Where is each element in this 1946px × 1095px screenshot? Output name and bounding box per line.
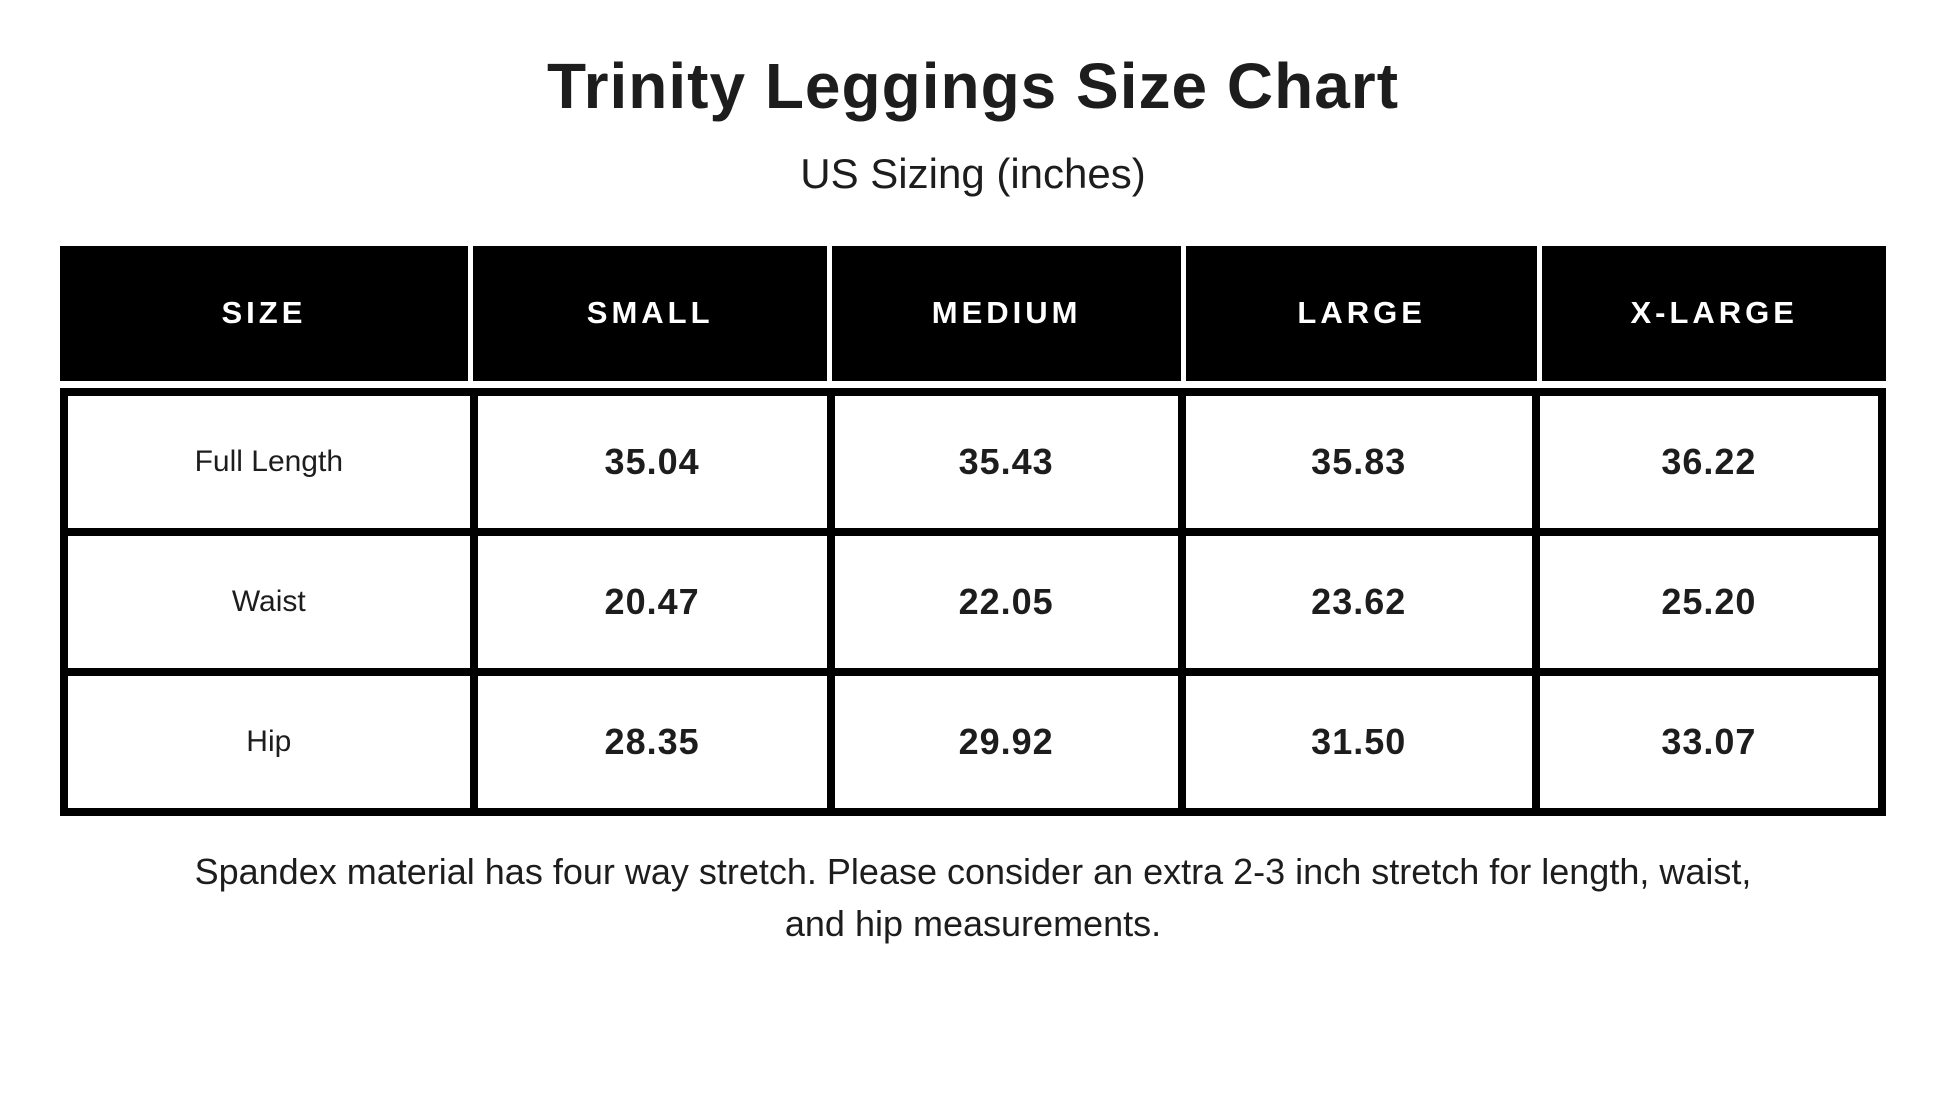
value-cell: 33.07 [1539,675,1878,808]
value-cell: 28.35 [477,675,827,808]
stretch-footnote: Spandex material has four way stretch. P… [43,846,1903,950]
header-cell-xlarge: X-LARGE [1542,245,1886,381]
footnote-line-2: and hip measurements. [784,902,1162,944]
header-cell-medium: MEDIUM [832,245,1181,381]
table-body: Full Length 35.04 35.43 35.83 36.22 Wais… [60,387,1886,816]
header-cell-large: LARGE [1185,245,1538,381]
value-cell: 25.20 [1539,535,1878,668]
row-label: Full Length [68,395,470,528]
value-cell: 35.04 [477,395,827,528]
row-label: Waist [68,535,470,668]
header-cell-small: SMALL [472,245,828,381]
value-cell: 35.43 [834,395,1178,528]
header-cell-size: SIZE [60,245,468,381]
size-chart-table: SIZE SMALL MEDIUM LARGE X-LARGE Full Len… [60,245,1886,816]
value-cell: 29.92 [834,675,1178,808]
value-cell: 23.62 [1185,535,1532,668]
value-cell: 20.47 [477,535,827,668]
page-subtitle: US Sizing (inches) [800,149,1146,197]
value-cell: 22.05 [834,535,1178,668]
value-cell: 35.83 [1185,395,1532,528]
value-cell: 36.22 [1539,395,1878,528]
page-title: Trinity Leggings Size Chart [547,50,1399,122]
value-cell: 31.50 [1185,675,1532,808]
footnote-line-1: Spandex material has four way stretch. P… [194,850,1752,892]
row-label: Hip [68,675,470,808]
table-header-row: SIZE SMALL MEDIUM LARGE X-LARGE [60,245,1886,381]
